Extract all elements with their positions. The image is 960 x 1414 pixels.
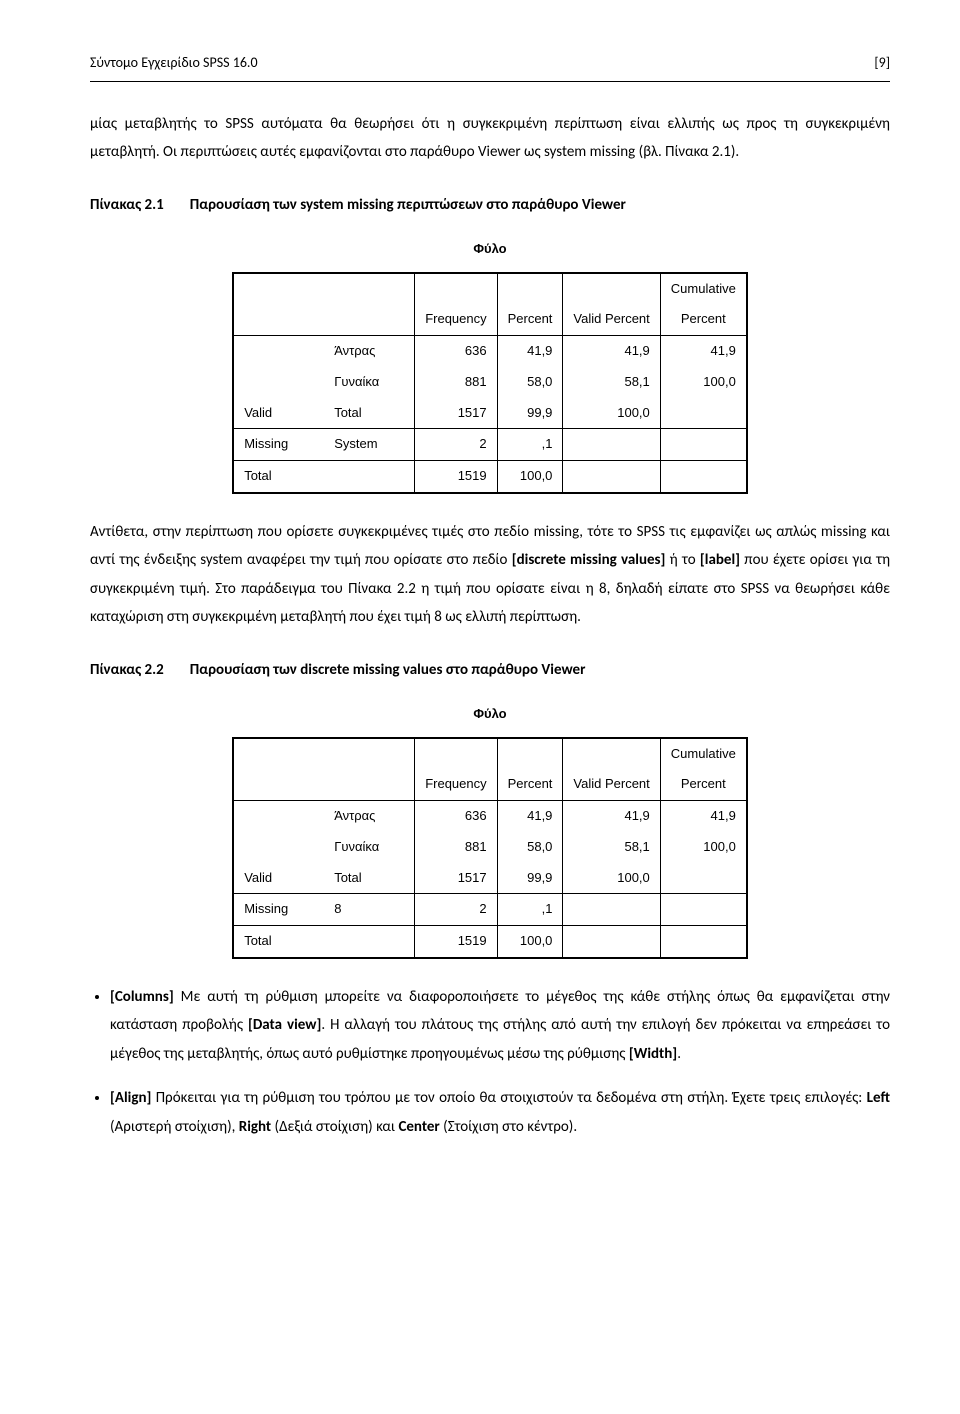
cell [563, 460, 660, 492]
cell: 58,1 [563, 832, 660, 863]
cell: 636 [415, 336, 497, 367]
bullet-list: [Columns] Με αυτή τη ρύθμιση μπορείτε να… [90, 983, 890, 1142]
cell: 1519 [415, 460, 497, 492]
caption-text: Παρουσίαση των discrete missing values σ… [190, 656, 586, 685]
row-total-label: Total [233, 925, 324, 957]
row-label: Γυναίκα [324, 832, 415, 863]
cell: 99,9 [497, 863, 563, 894]
text: (Αριστερή στοίχιση), [110, 1118, 239, 1136]
cell: 41,9 [563, 801, 660, 832]
row-label: Total [324, 863, 415, 894]
header-left: Σύντομο Εγχειρίδιο SPSS 16.0 [90, 50, 258, 77]
cell [660, 460, 747, 492]
cell: 41,9 [660, 336, 747, 367]
text: ή το [665, 551, 699, 569]
cell: 41,9 [497, 801, 563, 832]
cell: 100,0 [497, 460, 563, 492]
frequency-table-2: Frequency Percent Valid Percent Cumulati… [232, 737, 748, 959]
row-label: Total [324, 398, 415, 429]
cell: 58,0 [497, 367, 563, 398]
cell: 100,0 [497, 925, 563, 957]
bullet-columns: [Columns] Με αυτή τη ρύθμιση μπορείτε να… [110, 983, 890, 1069]
table-caption-2: Πίνακας 2.2 Παρουσίαση των discrete miss… [90, 656, 890, 685]
text: (Δεξιά στοίχιση) και [271, 1118, 398, 1136]
table-title-1: Φύλο [90, 237, 890, 262]
cell: 100,0 [563, 398, 660, 429]
col-valid-percent: Valid Percent [563, 273, 660, 336]
cell: 58,1 [563, 367, 660, 398]
text-bold: Center [398, 1118, 439, 1136]
col-percent: Percent [497, 273, 563, 336]
cell: 58,0 [497, 832, 563, 863]
col-cumulative-2: Percent [660, 304, 747, 335]
text-bold: Right [239, 1118, 271, 1136]
cell: 636 [415, 801, 497, 832]
cell: ,1 [497, 894, 563, 926]
col-cumulative-2: Percent [660, 769, 747, 800]
text: . [677, 1045, 681, 1063]
row-valid-label: Valid [233, 336, 324, 429]
cell [563, 894, 660, 926]
col-frequency: Frequency [415, 738, 497, 801]
paragraph-2: Αντίθετα, στην περίπτωση που ορίσετε συγ… [90, 518, 890, 632]
text: Πρόκειται για τη ρύθμιση του τρόπου με τ… [151, 1089, 866, 1107]
page-header: Σύντομο Εγχειρίδιο SPSS 16.0 [9] [90, 50, 890, 77]
cell [660, 925, 747, 957]
cell: 41,9 [497, 336, 563, 367]
row-label: Γυναίκα [324, 367, 415, 398]
cell: 41,9 [563, 336, 660, 367]
caption-number: Πίνακας 2.2 [90, 656, 164, 685]
cell: 1517 [415, 863, 497, 894]
text-bold: [label] [700, 551, 740, 569]
cell [563, 925, 660, 957]
cell: 100,0 [660, 832, 747, 863]
text: (Στοίχιση στο κέντρο). [440, 1118, 577, 1136]
row-missing-label: Missing [233, 894, 324, 926]
cell: ,1 [497, 429, 563, 461]
table-caption-1: Πίνακας 2.1 Παρουσίαση των system missin… [90, 191, 890, 220]
cell [660, 863, 747, 894]
cell: 1519 [415, 925, 497, 957]
cell [660, 398, 747, 429]
cell: 41,9 [660, 801, 747, 832]
caption-text: Παρουσίαση των system missing περιπτώσεω… [190, 191, 626, 220]
row-label: 8 [324, 894, 415, 926]
text-bold: [discrete missing values] [512, 551, 666, 569]
cell: 2 [415, 894, 497, 926]
row-label: System [324, 429, 415, 461]
text-bold: [Columns] [110, 988, 174, 1006]
table-title-2: Φύλο [90, 702, 890, 727]
text-bold: Left [867, 1089, 890, 1107]
cell: 1517 [415, 398, 497, 429]
cell: 2 [415, 429, 497, 461]
col-cumulative-1: Cumulative [660, 738, 747, 770]
col-cumulative-1: Cumulative [660, 273, 747, 305]
col-percent: Percent [497, 738, 563, 801]
header-rule [90, 81, 890, 82]
text-bold: [Width] [629, 1045, 677, 1063]
cell [563, 429, 660, 461]
cell: 100,0 [660, 367, 747, 398]
header-right: [9] [874, 50, 890, 77]
bullet-align: [Align] Πρόκειται για τη ρύθμιση του τρό… [110, 1084, 890, 1141]
row-label: Άντρας [324, 801, 415, 832]
col-frequency: Frequency [415, 273, 497, 336]
row-missing-label: Missing [233, 429, 324, 461]
text-bold: [Data view] [248, 1016, 321, 1034]
text-bold: [Align] [110, 1089, 151, 1107]
cell [660, 894, 747, 926]
paragraph-1: μίας μεταβλητής το SPSS αυτόματα θα θεωρ… [90, 110, 890, 167]
frequency-table-1: Frequency Percent Valid Percent Cumulati… [232, 272, 748, 494]
cell: 100,0 [563, 863, 660, 894]
row-label: Άντρας [324, 336, 415, 367]
cell [660, 429, 747, 461]
cell: 881 [415, 832, 497, 863]
caption-number: Πίνακας 2.1 [90, 191, 164, 220]
cell: 881 [415, 367, 497, 398]
row-total-label: Total [233, 460, 324, 492]
row-valid-label: Valid [233, 801, 324, 894]
col-valid-percent: Valid Percent [563, 738, 660, 801]
cell: 99,9 [497, 398, 563, 429]
